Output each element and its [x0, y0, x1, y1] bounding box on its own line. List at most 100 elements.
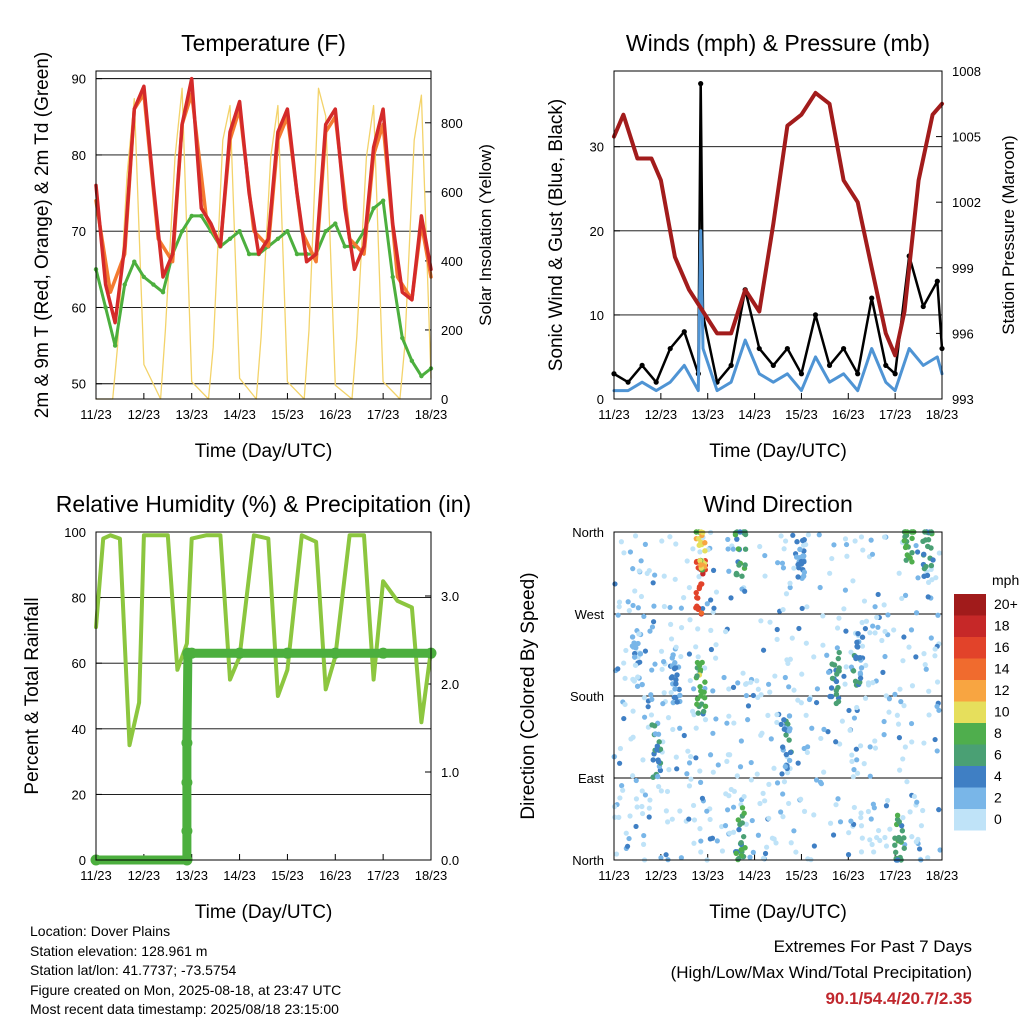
x-tick-label-1-2: 13/23	[691, 407, 724, 422]
direction-point-bg-198	[708, 646, 715, 653]
direction-point-bg-302	[645, 704, 651, 710]
direction-point-bg-79	[702, 665, 708, 671]
direction-point-bg-3	[704, 601, 710, 607]
direction-point-13-4	[903, 557, 909, 563]
direction-point-bg-72	[687, 617, 693, 623]
direction-point-8-17	[781, 717, 787, 723]
direction-point-bg-120	[849, 752, 855, 758]
direction-point-12-12	[901, 845, 907, 851]
legend-title: mph	[992, 572, 1019, 588]
extremes-block: Extremes For Past 7 Days (High/Low/Max W…	[671, 934, 972, 1012]
direction-point-bg-177	[851, 804, 857, 811]
direction-point-bg-452	[858, 534, 865, 540]
direction-point-bg-87	[902, 744, 908, 750]
direction-point-bg-34	[787, 584, 793, 591]
direction-point-bg-461	[906, 644, 912, 650]
x-axis-label-1: Time (Day/UTC)	[709, 441, 847, 462]
direction-point-4-2	[702, 679, 708, 685]
direction-point-bg-545	[748, 777, 754, 783]
direction-point-11-11	[850, 668, 857, 674]
direction-point-bg-517	[677, 725, 683, 731]
direction-point-bg-546	[730, 546, 736, 552]
direction-point-bg-492	[652, 661, 658, 667]
direction-point-bg-522	[658, 855, 664, 861]
direction-point-bg-207	[917, 846, 923, 852]
direction-point-bg-401	[818, 781, 825, 787]
direction-point-bg-46	[735, 680, 741, 686]
direction-point-bg-453	[868, 816, 874, 822]
direction-point-bg-183	[670, 726, 676, 733]
direction-point-bg-143	[616, 814, 622, 820]
direction-point-bg-16	[640, 841, 647, 847]
dir-tick-label-0: North	[572, 853, 604, 868]
gust-point-2	[639, 362, 645, 368]
direction-point-2-10	[671, 665, 678, 672]
x-tick-label-2-2: 13/23	[175, 868, 208, 883]
direction-point-bg-322	[661, 573, 667, 579]
direction-point-bg-165	[769, 835, 776, 841]
direction-point-11-13	[857, 679, 863, 685]
direction-point-bg-257	[726, 568, 732, 574]
direction-point-bg-516	[925, 579, 932, 585]
direction-point-bg-356	[630, 734, 636, 740]
direction-point-bg-477	[811, 654, 817, 660]
direction-point-bg-433	[861, 598, 868, 604]
latlon-text: Station lat/lon: 41.7737; -73.5754	[30, 962, 237, 978]
direction-point-bg-478	[725, 752, 731, 758]
direction-point-bg-539	[708, 627, 714, 633]
direction-point-bg-343	[724, 758, 730, 764]
direction-point-4-21	[699, 659, 705, 666]
legend-label-0: 20+	[994, 596, 1018, 612]
direction-point-3-14	[696, 585, 702, 592]
x-tick-label-3-2: 13/23	[691, 868, 724, 883]
direction-point-bg-290	[862, 626, 868, 632]
rainfall-point-6	[186, 647, 198, 659]
x-tick-label-0-1: 12/23	[128, 407, 161, 422]
direction-point-bg-245	[673, 541, 679, 547]
legend-swatch-3	[954, 658, 986, 680]
direction-point-2-21	[669, 674, 675, 680]
direction-point-bg-272	[858, 810, 864, 816]
direction-point-bg-90	[788, 840, 794, 846]
direction-point-0-2	[639, 681, 645, 688]
direction-point-8-19	[786, 713, 793, 719]
x-tick-label-2-0: 11/23	[80, 868, 112, 883]
y-tick-label-0-4: 90	[72, 72, 86, 87]
direction-point-bg-206	[745, 703, 752, 709]
direction-point-bg-394	[806, 696, 813, 703]
x-tick-label-1-4: 15/23	[785, 407, 818, 422]
direction-point-bg-340	[801, 808, 808, 814]
direction-point-bg-553	[886, 696, 893, 702]
direction-point-bg-424	[852, 538, 858, 544]
direction-point-bg-200	[892, 691, 898, 697]
direction-point-bg-138	[619, 783, 625, 789]
direction-point-bg-115	[774, 719, 780, 726]
legend-label-1: 18	[994, 618, 1010, 634]
direction-point-8-11	[787, 749, 794, 756]
x-tick-label-2-7: 18/23	[415, 868, 448, 883]
direction-point-14-18	[930, 557, 936, 563]
direction-point-bg-333	[935, 612, 941, 618]
direction-point-bg-35	[773, 840, 779, 846]
direction-point-bg-273	[779, 771, 785, 777]
direction-point-bg-20	[698, 779, 704, 785]
direction-point-bg-188	[882, 834, 888, 841]
direction-point-bg-22	[915, 575, 921, 581]
y2-tick-label-0-1: 200	[441, 323, 463, 338]
gust-point-1	[625, 379, 631, 385]
direction-point-bg-30	[698, 849, 704, 855]
direction-point-bg-63	[724, 720, 730, 726]
direction-point-bg-432	[867, 744, 873, 750]
dewpoint-point-9	[179, 228, 185, 234]
direction-point-bg-107	[727, 830, 733, 836]
direction-point-bg-472	[883, 843, 890, 849]
direction-point-bg-371	[731, 720, 737, 726]
direction-point-bg-208	[669, 816, 675, 822]
direction-point-bg-104	[691, 817, 698, 823]
x-tick-label-1-6: 17/23	[879, 407, 912, 422]
direction-point-bg-45	[621, 660, 627, 666]
direction-point-13-18	[902, 544, 909, 551]
direction-point-bg-449	[633, 777, 639, 784]
direction-point-bg-157	[690, 802, 697, 809]
direction-point-1-19	[653, 747, 660, 753]
